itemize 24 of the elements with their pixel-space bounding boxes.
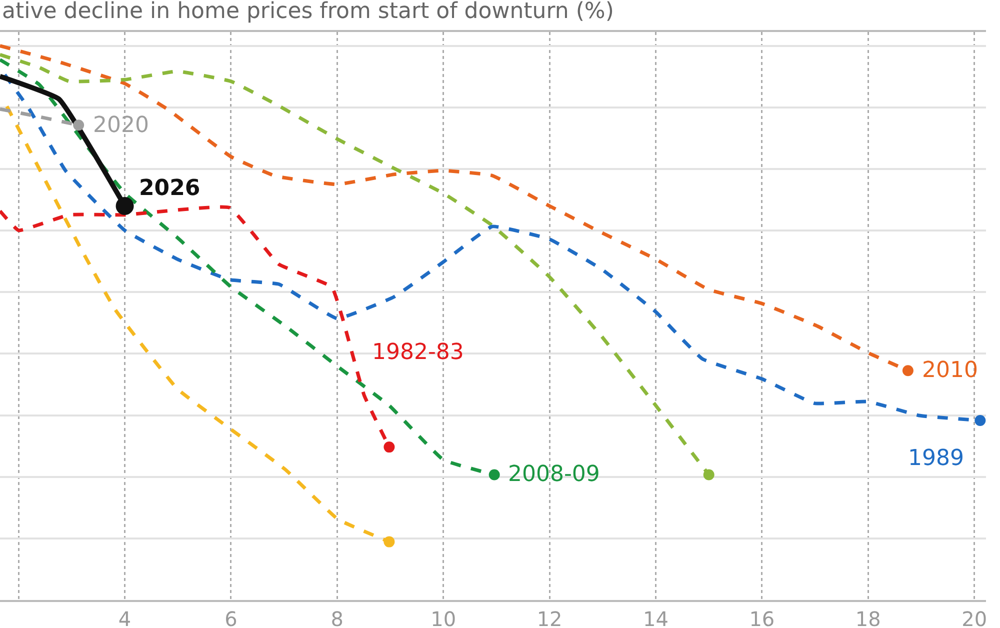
point — [703, 469, 714, 480]
series-label: 2026 — [139, 176, 200, 201]
point — [902, 365, 914, 376]
series-label: 1989 — [908, 446, 964, 471]
x-tick-label: 6 — [224, 607, 238, 628]
x-tick-label: 4 — [118, 607, 132, 628]
x-tick-label: 10 — [430, 607, 456, 628]
point — [73, 120, 84, 131]
x-tick-label: 8 — [330, 607, 344, 628]
series-label: 1982-83 — [372, 340, 464, 365]
x-tick-label: 12 — [536, 607, 562, 628]
point — [116, 197, 134, 215]
series-label: 2008-09 — [508, 462, 600, 487]
chart-title: ative decline in home prices from start of downturn (%) — [2, 0, 614, 24]
series-label: 2020 — [93, 113, 149, 138]
x-tick-label: 14 — [643, 607, 668, 628]
x-tick-label: 18 — [855, 607, 881, 628]
series-label: 2010 — [922, 358, 978, 383]
x-tick-label: 16 — [749, 607, 775, 628]
x-tick-label: 20 — [962, 607, 988, 628]
point — [974, 414, 986, 426]
point — [384, 536, 395, 548]
point — [488, 469, 500, 480]
point — [384, 442, 395, 453]
